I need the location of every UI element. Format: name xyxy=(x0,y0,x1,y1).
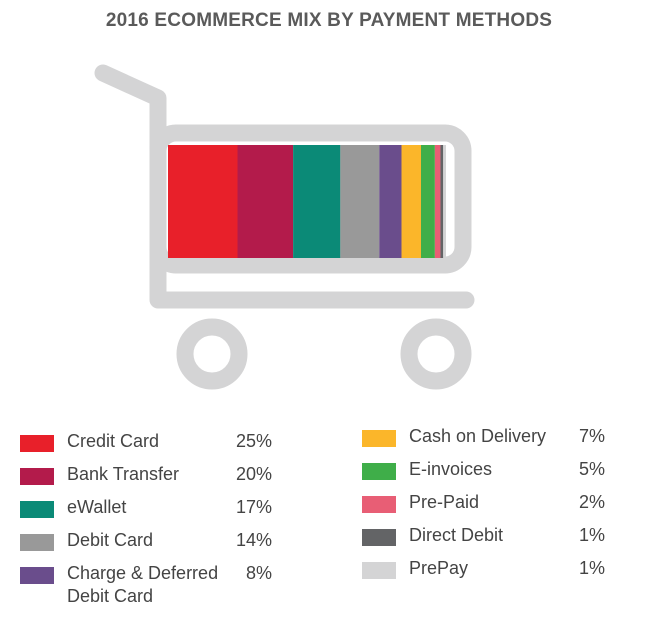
legend-label-e-invoices: E-invoices xyxy=(409,459,493,479)
legend-value-ewallet: 17% xyxy=(235,497,272,517)
legend-swatch-e-invoices xyxy=(362,463,396,480)
legend-value-cash-on-delivery: 7% xyxy=(578,426,605,446)
legend-swatch-charge-deferred-debit-card xyxy=(20,567,54,584)
bar-ewallet xyxy=(293,145,341,258)
legend-item-bank-transfer: Bank Transfer 20% xyxy=(20,463,302,487)
bar-e-invoices xyxy=(420,145,435,258)
legend-swatch-cash-on-delivery xyxy=(362,430,396,447)
bar-direct-debit xyxy=(440,145,444,258)
legend-label-pre-paid: Pre-Paid xyxy=(409,492,480,512)
cart-wheel-left xyxy=(176,318,248,390)
legend-value-bank-transfer: 20% xyxy=(235,464,272,484)
legend-swatch-pre-paid xyxy=(362,496,396,513)
legend-item-pre-paid: Pre-Paid 2% xyxy=(362,491,635,515)
bar-debit-card xyxy=(340,145,380,258)
legend-value-pre-paid: 2% xyxy=(578,492,605,512)
cart-basket xyxy=(149,124,472,274)
legend-label-charge-deferred-debit-card: Charge & Deferred Debit Card xyxy=(67,563,219,606)
legend-label-credit-card: Credit Card xyxy=(67,431,160,451)
legend-item-prepay: PrePay 1% xyxy=(362,557,635,581)
legend-label-bank-transfer: Bank Transfer xyxy=(67,464,180,484)
legend-item-debit-card: Debit Card 14% xyxy=(20,529,302,553)
legend-swatch-credit-card xyxy=(20,435,54,452)
legend-value-prepay: 1% xyxy=(578,558,605,578)
legend-value-charge-deferred-debit-card: 8% xyxy=(245,563,272,583)
legend-swatch-bank-transfer xyxy=(20,468,54,485)
bar-charge-deferred-debit-card xyxy=(379,145,402,258)
legend-item-credit-card: Credit Card 25% xyxy=(20,430,302,454)
bar-credit-card xyxy=(168,145,238,258)
legend-value-direct-debit: 1% xyxy=(578,525,605,545)
bar-prepay xyxy=(443,145,446,258)
legend-item-charge-deferred-debit-card: Charge & Deferred Debit Card 8% xyxy=(20,562,302,606)
legend-swatch-prepay xyxy=(362,562,396,579)
legend-item-direct-debit: Direct Debit 1% xyxy=(362,524,635,548)
legend-swatch-debit-card xyxy=(20,534,54,551)
legend-swatch-ewallet xyxy=(20,501,54,518)
legend-value-credit-card: 25% xyxy=(235,431,272,451)
cart-wheel-right xyxy=(400,318,472,390)
cart-frame xyxy=(94,64,475,390)
legend-label-prepay: PrePay xyxy=(409,558,469,578)
legend-value-e-invoices: 5% xyxy=(578,459,605,479)
legend-label-cash-on-delivery: Cash on Delivery xyxy=(409,426,547,446)
legend-item-ewallet: eWallet 17% xyxy=(20,496,302,520)
legend-item-e-invoices: E-invoices 5% xyxy=(362,458,635,482)
legend-value-debit-card: 14% xyxy=(235,530,272,550)
legend-label-debit-card: Debit Card xyxy=(67,530,154,550)
legend-swatch-direct-debit xyxy=(362,529,396,546)
chart-title: 2016 ECOMMERCE MIX BY PAYMENT METHODS xyxy=(105,10,553,31)
payment-bars xyxy=(168,145,446,258)
legend-label-direct-debit: Direct Debit xyxy=(409,525,504,545)
legend-label-ewallet: eWallet xyxy=(67,497,127,517)
bar-bank-transfer xyxy=(237,145,294,258)
shopping-cart-icon xyxy=(94,64,475,390)
legend-item-cash-on-delivery: Cash on Delivery 7% xyxy=(362,425,635,449)
bar-cash-on-delivery xyxy=(401,145,421,258)
bar-pre-paid xyxy=(434,145,441,258)
